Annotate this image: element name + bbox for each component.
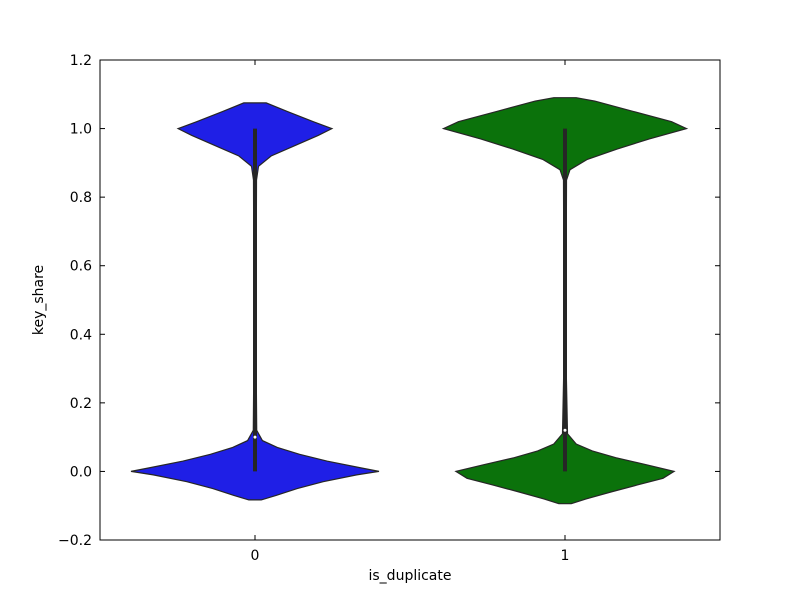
- violins-layer: [130, 97, 689, 505]
- inner-box-layer: [253, 128, 567, 472]
- plot-frame: [99, 59, 721, 541]
- violin-median-0: [253, 435, 257, 439]
- y-tick-label: 1.0: [70, 122, 92, 138]
- x-axis-label: is_duplicate: [369, 568, 452, 584]
- x-tick-label: 0: [251, 548, 260, 564]
- y-tick-label: 0.4: [70, 327, 92, 343]
- y-tick-label: 0.8: [70, 190, 92, 206]
- y-axis: −0.2 0.0 0.2 0.4 0.6 0.8 1.0 1.2: [58, 53, 720, 549]
- y-tick-label: −0.2: [58, 533, 92, 549]
- y-axis-label: key_share: [31, 265, 47, 335]
- y-tick-label: 1.2: [70, 53, 92, 69]
- y-tick-label: 0.2: [70, 396, 92, 412]
- y-tick-label: 0.0: [70, 464, 92, 480]
- y-tick-label: 0.6: [70, 259, 92, 275]
- x-tick-label: 1: [561, 548, 570, 564]
- violin-median-1: [563, 428, 567, 432]
